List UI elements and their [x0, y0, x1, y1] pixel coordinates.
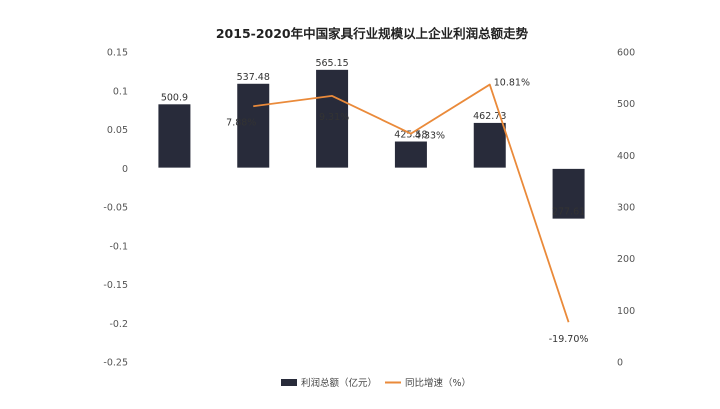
left-tick-label: 0.1 — [113, 86, 128, 97]
category-label: 2016 — [241, 174, 265, 185]
category-label: 2018 — [399, 174, 423, 185]
left-tick-label: -0.15 — [103, 280, 128, 291]
line-series — [253, 83, 570, 323]
bar — [552, 168, 585, 219]
left-tick-label: 0.15 — [107, 48, 128, 59]
left-tick-label: -0.25 — [103, 358, 128, 369]
left-tick-label: -0.2 — [109, 319, 128, 330]
line-value-label: 10.81% — [494, 78, 530, 89]
legend: 利润总额（亿元） 同比增速（%） — [281, 377, 471, 389]
category-label: 2015 — [162, 174, 186, 185]
right-tick-label: 100 — [617, 306, 635, 317]
bar — [473, 122, 506, 169]
legend-bar-swatch — [281, 379, 297, 386]
left-axis: 0.15 0.1 0.05 0 -0.05 -0.1 -0.15 -0.2 -0.25 — [103, 48, 128, 369]
bar — [158, 104, 191, 169]
bar-value-label: 277.61 — [552, 207, 585, 218]
line-value-labels: 7.88% 9.31% 4.33% 10.81% -19.70% — [226, 78, 588, 346]
line-value-label: 7.88% — [226, 117, 256, 128]
right-axis: 600 500 400 300 200 100 0 — [617, 48, 635, 369]
right-tick-label: 500 — [617, 99, 635, 110]
bar — [394, 141, 427, 169]
category-label: 2019 — [478, 174, 502, 185]
line-value-label: 4.33% — [415, 131, 445, 142]
legend-line-label: 同比增速（%） — [405, 377, 471, 389]
bar — [237, 83, 270, 169]
left-tick-label: -0.05 — [103, 203, 128, 214]
line-value-label: 9.31% — [319, 112, 349, 123]
right-tick-label: 600 — [617, 48, 635, 59]
bar-value-label: 537.48 — [237, 72, 270, 83]
left-tick-label: 0 — [122, 164, 128, 175]
growth-line — [253, 83, 570, 323]
right-tick-label: 300 — [617, 203, 635, 214]
line-value-label: -19.70% — [549, 334, 589, 345]
bar-value-label: 425.58 — [394, 130, 427, 141]
left-tick-label: -0.1 — [109, 241, 128, 252]
bar — [316, 69, 349, 169]
bar-value-label: 500.9 — [161, 92, 188, 103]
category-labels: 2015 2016 2017 2018 2019 — [162, 174, 502, 185]
chart-title: 2015-2020年中国家具行业规模以上企业利润总额走势 — [216, 26, 529, 41]
right-tick-label: 0 — [617, 358, 623, 369]
bar-series — [158, 69, 585, 219]
bar-value-label: 565.15 — [315, 58, 348, 69]
category-label: 2017 — [320, 174, 344, 185]
right-tick-label: 400 — [617, 151, 635, 162]
left-tick-label: 0.05 — [107, 125, 128, 136]
legend-bar-label: 利润总额（亿元） — [301, 377, 377, 389]
bar-value-label: 462.73 — [473, 111, 506, 122]
bar-value-labels: 500.9 537.48 565.15 425.58 462.73 277.61 — [161, 58, 585, 218]
right-tick-label: 200 — [617, 254, 635, 265]
